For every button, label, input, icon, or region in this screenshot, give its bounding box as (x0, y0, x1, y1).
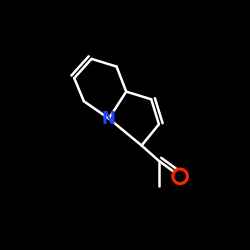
Text: N: N (102, 110, 116, 128)
Circle shape (172, 168, 188, 184)
